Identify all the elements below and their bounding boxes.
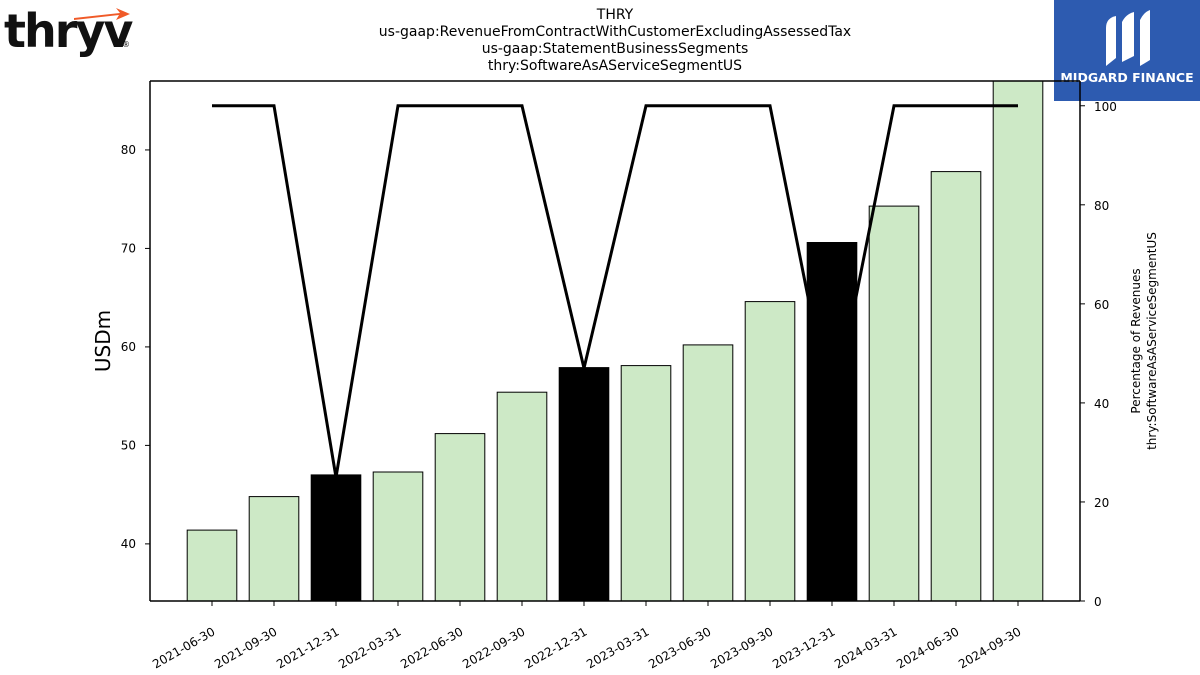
bar-2022-09-30 — [496, 391, 548, 601]
midgard-emblem-icon — [1106, 10, 1150, 66]
x-tick-label-2024-03-31: 2024-03-31 — [832, 624, 899, 671]
percentage-line-group — [212, 104, 1018, 478]
chart-title-line-3: us-gaap:StatementBusinessSegments — [481, 41, 749, 57]
right-tick-label-0: 0 — [1094, 595, 1102, 609]
right-tick-label-100: 100 — [1094, 100, 1117, 114]
left-tick-label-80: 80 — [121, 143, 136, 157]
midgard-brand-text: MIDGARD FINANCE — [1060, 70, 1194, 85]
bars-group — [186, 81, 1044, 601]
right-tick-label-40: 40 — [1094, 397, 1109, 411]
chart-title-line-2: us-gaap:RevenueFromContractWithCustomerE… — [378, 24, 852, 40]
bar-2023-03-31 — [620, 365, 672, 601]
right-tick-label-60: 60 — [1094, 298, 1109, 312]
chart-title-line-4: thry:SoftwareAsAServiceSegmentUS — [487, 58, 743, 74]
y2-axis-title-line-2: thry:SoftwareAsAServiceSegmentUS — [1145, 232, 1159, 450]
y-axis-title: USDm — [91, 310, 115, 372]
bar-2023-06-30 — [682, 344, 734, 601]
percentage-series-line — [212, 104, 1018, 478]
bar-2024-09-30 — [992, 81, 1044, 601]
logo-swoosh-icon — [74, 8, 130, 20]
x-tick-label-2022-09-30: 2022-09-30 — [460, 624, 527, 671]
bar-2024-06-30 — [930, 171, 982, 601]
logo-registered-mark: ® — [122, 40, 130, 49]
bar-2021-12-31 — [310, 474, 362, 601]
x-tick-label-2022-12-31: 2022-12-31 — [522, 624, 589, 671]
bar-2022-03-31 — [372, 471, 424, 601]
x-tick-label-2022-06-30: 2022-06-30 — [398, 624, 465, 671]
chart-title: THRY us-gaap:RevenueFromContractWithCust… — [300, 7, 930, 75]
bar-2022-12-31 — [558, 367, 610, 601]
bar-2021-09-30 — [248, 496, 300, 601]
midgard-finance-logo: MIDGARD FINANCE — [1054, 0, 1200, 101]
y2-axis-title-line-1: Percentage of Revenues — [1129, 268, 1143, 413]
bar-2024-03-31 — [868, 205, 920, 601]
bar-2023-09-30 — [744, 301, 796, 601]
x-tick-label-2024-09-30: 2024-09-30 — [956, 624, 1023, 671]
right-tick-label-80: 80 — [1094, 199, 1109, 213]
x-tick-label-2022-03-31: 2022-03-31 — [336, 624, 403, 671]
left-tick-label-70: 70 — [121, 241, 136, 255]
bar-2022-06-30 — [434, 433, 486, 601]
right-tick-label-20: 20 — [1094, 496, 1109, 510]
x-tick-label-2024-06-30: 2024-06-30 — [894, 624, 961, 671]
chart-title-line-1: THRY — [596, 7, 634, 23]
x-tick-label-2023-12-31: 2023-12-31 — [770, 624, 837, 671]
bar-2023-12-31 — [806, 242, 858, 601]
thryv-logo: thryv ® — [4, 4, 134, 58]
axes-group — [145, 80, 1085, 606]
x-tick-label-2023-06-30: 2023-06-30 — [646, 624, 713, 671]
left-tick-label-40: 40 — [121, 537, 136, 551]
x-tick-label-2023-03-31: 2023-03-31 — [584, 624, 651, 671]
x-tick-label-2021-09-30: 2021-09-30 — [212, 624, 279, 671]
x-tick-label-2021-06-30: 2021-06-30 — [150, 624, 217, 671]
left-tick-label-60: 60 — [121, 340, 136, 354]
left-tick-label-50: 50 — [121, 438, 136, 452]
x-tick-label-2021-12-31: 2021-12-31 — [274, 624, 341, 671]
logo-wordmark: thryv — [4, 4, 133, 58]
x-tick-label-2023-09-30: 2023-09-30 — [708, 624, 775, 671]
bar-2021-06-30 — [186, 529, 238, 601]
